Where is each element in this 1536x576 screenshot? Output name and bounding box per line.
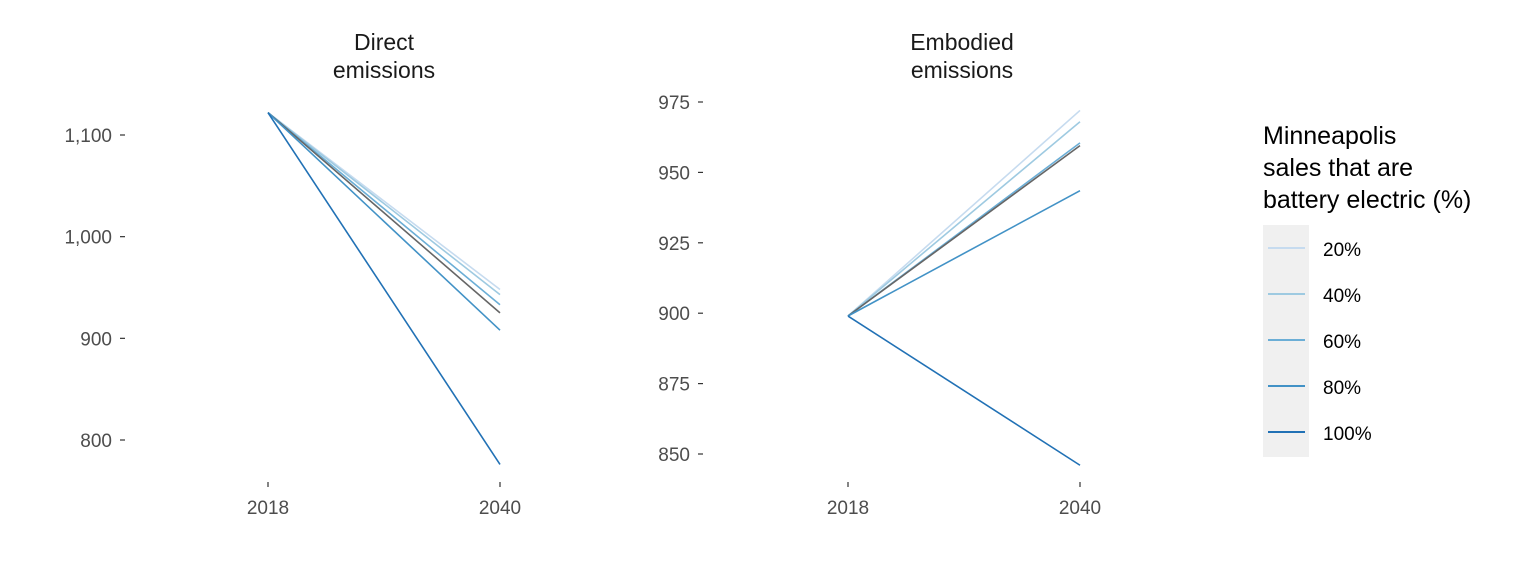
legend-label: 60% bbox=[1323, 332, 1361, 353]
series-line-20pct bbox=[847, 109, 1081, 317]
panel-title: emissions bbox=[333, 57, 435, 83]
y-tick-label: 1,100 bbox=[64, 126, 112, 147]
legend-label: 20% bbox=[1323, 240, 1361, 261]
series-line-100pct bbox=[847, 315, 1081, 466]
series-line-80pct bbox=[847, 190, 1081, 317]
y-tick-label: 875 bbox=[658, 375, 690, 396]
series-line-unlabeled bbox=[847, 145, 1081, 317]
y-tick-label: 800 bbox=[80, 431, 112, 452]
legend-title: sales that are bbox=[1263, 154, 1413, 182]
panel-title: emissions bbox=[911, 57, 1013, 83]
x-tick-label: 2018 bbox=[827, 498, 869, 519]
series-line-unlabeled bbox=[267, 112, 501, 314]
legend-label: 40% bbox=[1323, 286, 1361, 307]
legend-label: 100% bbox=[1323, 424, 1372, 445]
series-line-40pct bbox=[267, 112, 501, 296]
x-tick-label: 2040 bbox=[1059, 498, 1101, 519]
x-tick-label: 2040 bbox=[479, 498, 521, 519]
series-line-40pct bbox=[847, 121, 1081, 317]
y-tick-label: 850 bbox=[658, 445, 690, 466]
series-line-100pct bbox=[267, 112, 501, 465]
y-tick-label: 1,000 bbox=[64, 228, 112, 249]
legend-title: Minneapolis bbox=[1263, 122, 1396, 150]
panel-title: Embodied bbox=[910, 29, 1014, 55]
y-tick-label: 900 bbox=[80, 329, 112, 350]
y-tick-label: 950 bbox=[658, 163, 690, 184]
y-tick-label: 975 bbox=[658, 93, 690, 114]
legend: Minneapolis sales that are battery electri… bbox=[1263, 122, 1471, 457]
y-tick-label: 900 bbox=[658, 304, 690, 325]
x-tick-label: 2018 bbox=[247, 498, 289, 519]
series-line-60pct bbox=[267, 112, 501, 306]
y-tick-label: 925 bbox=[658, 234, 690, 255]
legend-label: 80% bbox=[1323, 378, 1361, 399]
series-line-80pct bbox=[267, 112, 501, 331]
legend-title: battery electric (%) bbox=[1263, 186, 1471, 214]
panel-title: Direct bbox=[354, 29, 415, 55]
